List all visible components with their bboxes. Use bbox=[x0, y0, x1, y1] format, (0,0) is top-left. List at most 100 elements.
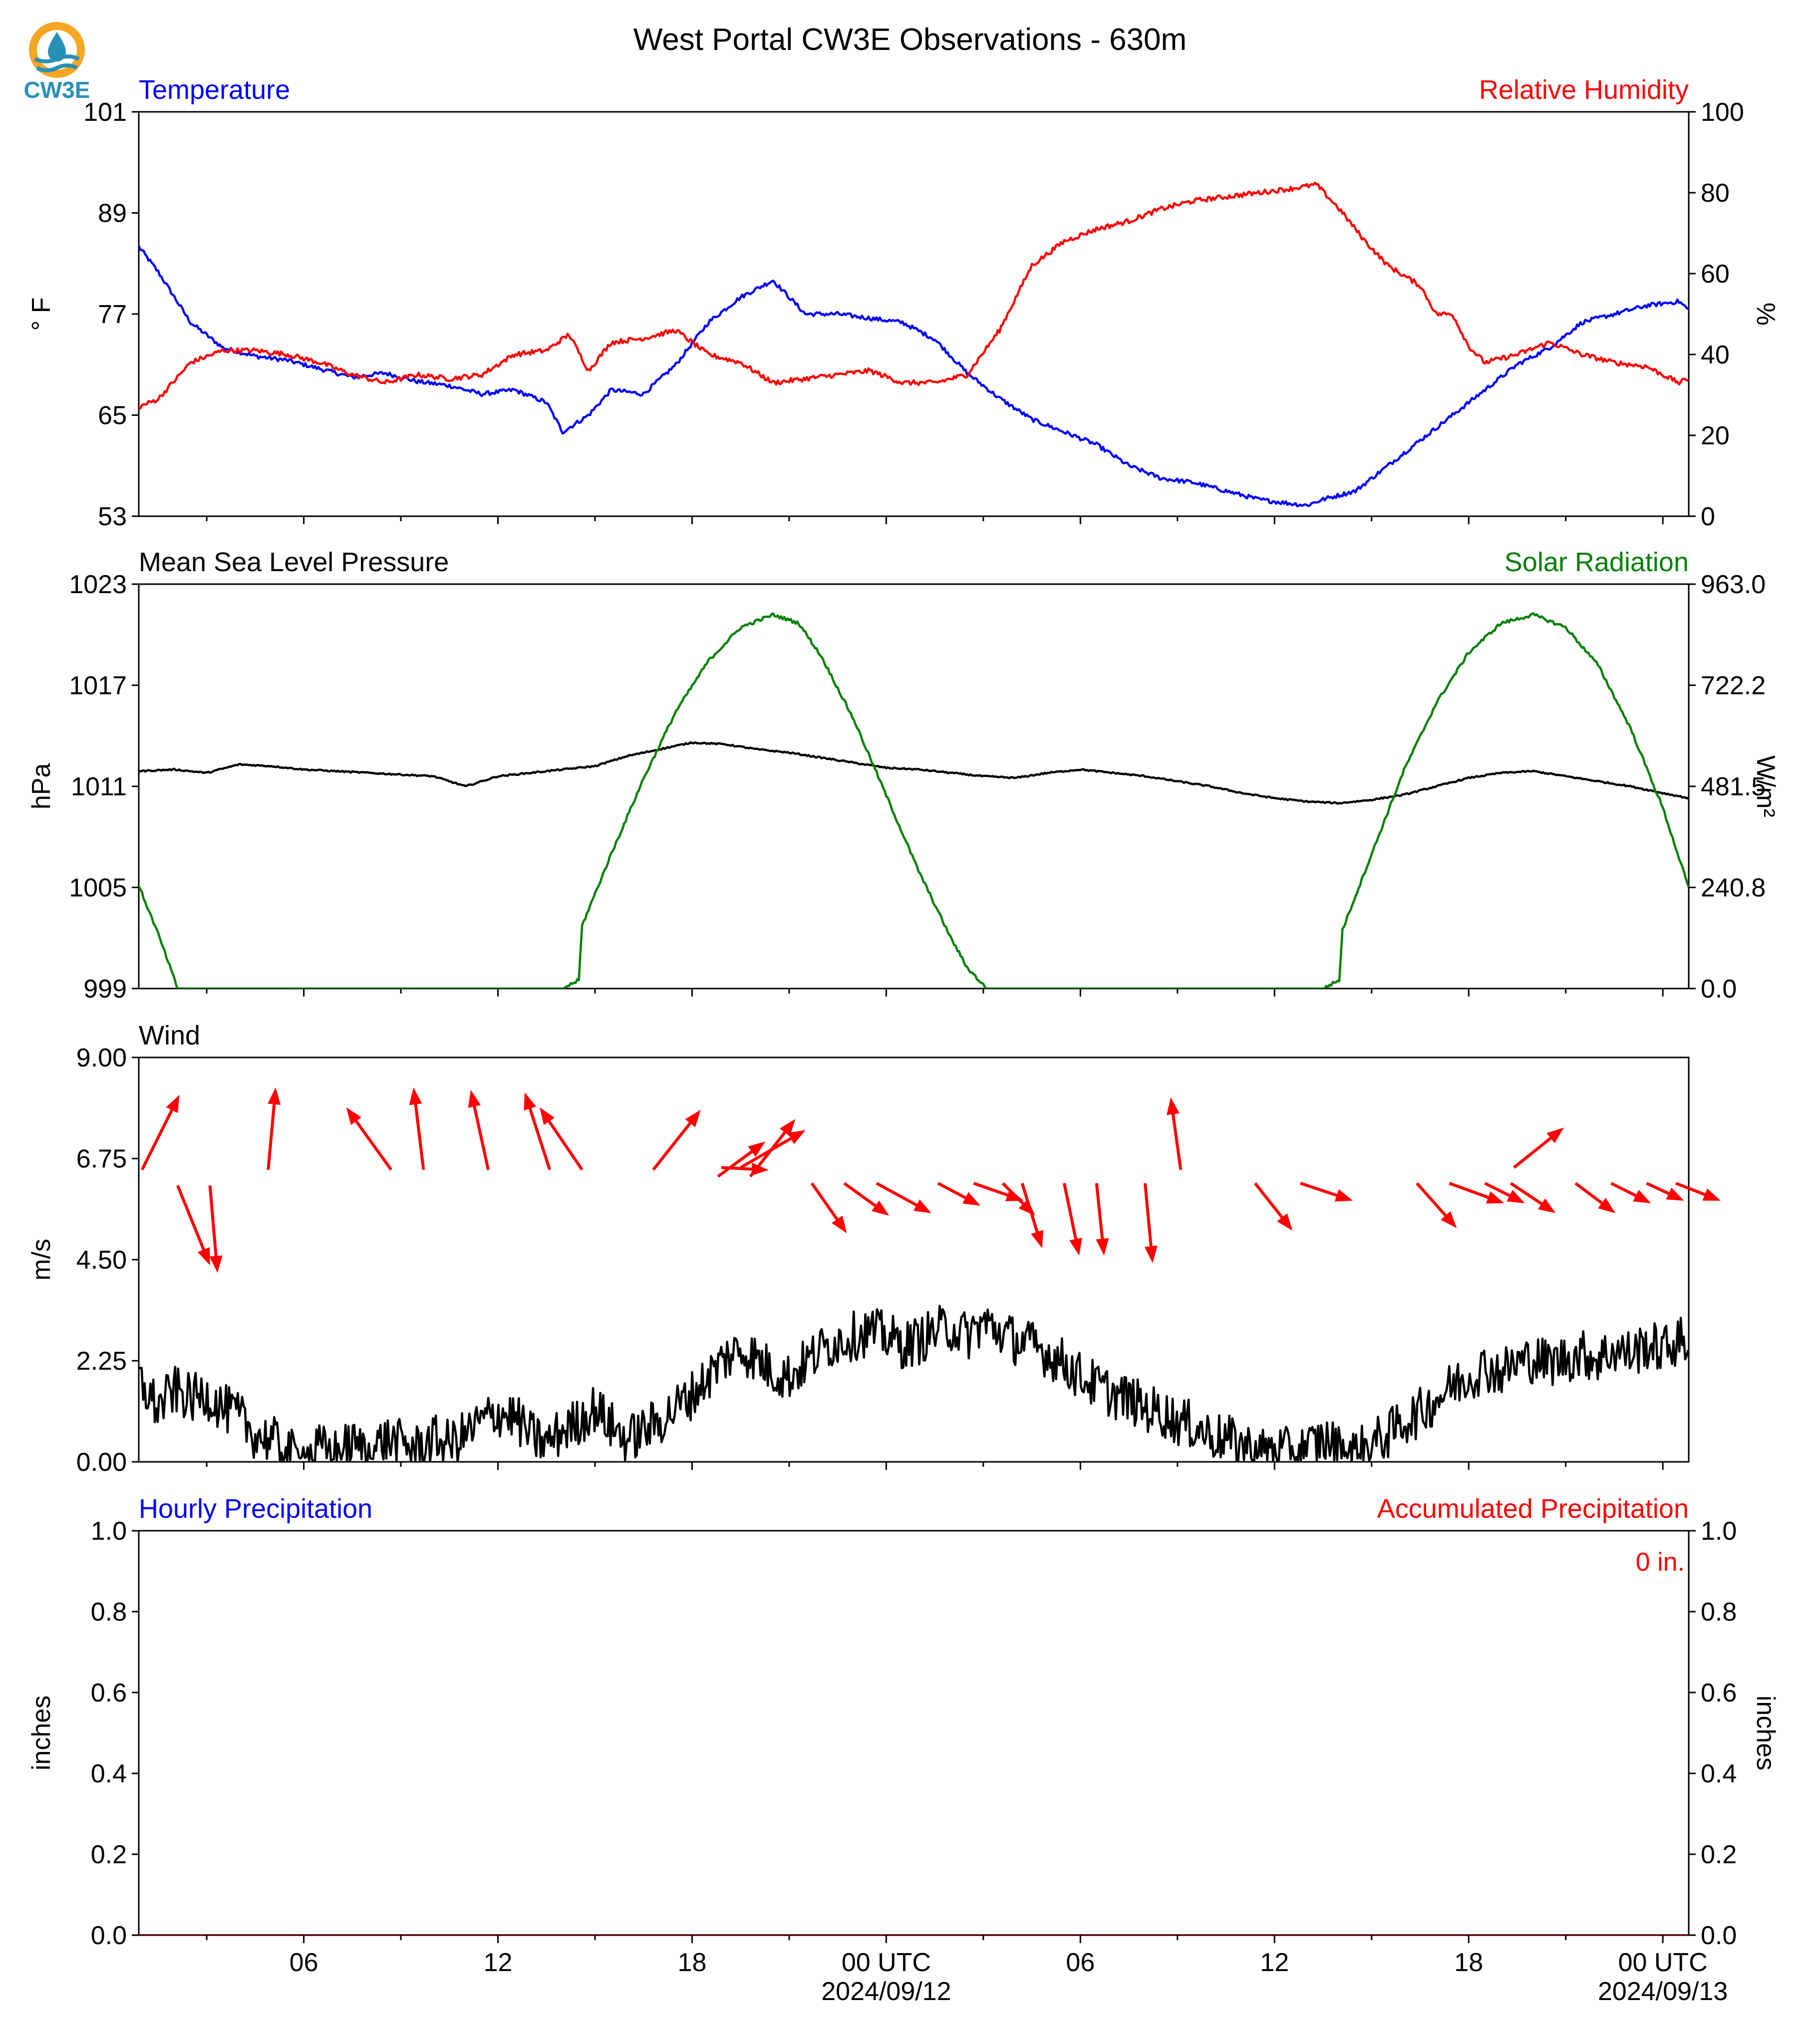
y-tick-label-right: 0.0 bbox=[1701, 1921, 1737, 1950]
y-tick-label-right: 0.4 bbox=[1701, 1759, 1737, 1788]
wind-arrow-head bbox=[1702, 1188, 1721, 1201]
series-line-2 bbox=[139, 181, 1689, 410]
wind-arrow-shaft bbox=[208, 1185, 218, 1256]
plot-frame bbox=[138, 1530, 1690, 1936]
wind-arrow-head bbox=[1277, 1213, 1293, 1231]
y-tick-label: 77 bbox=[98, 300, 127, 329]
wind-arrow-shaft bbox=[973, 1182, 1008, 1197]
wind-arrow bbox=[267, 1087, 281, 1170]
accumulated-total-label: 0 in. bbox=[1636, 1548, 1685, 1577]
wind-arrow bbox=[524, 1092, 552, 1170]
wind-arrow bbox=[140, 1095, 180, 1171]
wind-arrow-shaft bbox=[1095, 1183, 1104, 1239]
x-tick-label: 18 bbox=[678, 1948, 707, 1977]
wind-arrow-shaft bbox=[810, 1182, 839, 1220]
plot-frame bbox=[138, 583, 1690, 990]
wind-arrow bbox=[1646, 1182, 1684, 1201]
wind-arrow bbox=[409, 1087, 425, 1170]
wind-arrow-shaft bbox=[1646, 1182, 1670, 1195]
wind-arrow-shaft bbox=[1513, 1137, 1552, 1169]
y-axis-label-right: W/m² bbox=[1751, 755, 1780, 817]
wind-arrow-shaft bbox=[843, 1182, 877, 1207]
wind-arrow-head bbox=[409, 1087, 422, 1105]
wind-arrow-shaft bbox=[1020, 1183, 1039, 1233]
wind-arrow-shaft bbox=[473, 1106, 490, 1170]
wind-arrow-shaft bbox=[1675, 1182, 1706, 1196]
y-tick-label: 4.50 bbox=[76, 1246, 127, 1275]
y-tick-label: 0.4 bbox=[91, 1759, 127, 1788]
wind-arrow-head bbox=[832, 1215, 847, 1233]
wind-arrow-shaft bbox=[1510, 1182, 1542, 1205]
wind-arrow bbox=[1610, 1182, 1651, 1203]
wind-arrow-head bbox=[1507, 1190, 1525, 1203]
wind-arrow bbox=[1510, 1182, 1556, 1213]
y-axis-label: m/s bbox=[27, 1239, 56, 1281]
y-tick-label: 1011 bbox=[71, 772, 127, 801]
y-tick-label-right: 0.0 bbox=[1701, 975, 1737, 1004]
wind-arrow-head bbox=[1031, 1230, 1044, 1248]
wind-arrow-shaft bbox=[937, 1182, 966, 1199]
wind-arrow-head bbox=[468, 1090, 481, 1108]
x-date-label: 2024/09/13 bbox=[1598, 1977, 1728, 2006]
x-date-label: 2024/09/12 bbox=[821, 1977, 951, 2006]
plot-frame bbox=[138, 111, 1690, 517]
x-tick-label: 18 bbox=[1454, 1948, 1483, 1977]
wind-arrow-shaft bbox=[267, 1104, 276, 1170]
wind-arrow-shaft bbox=[1300, 1182, 1337, 1197]
wind-arrow bbox=[1095, 1183, 1109, 1256]
y-tick-label-right: 80 bbox=[1701, 179, 1730, 208]
wind-arrow bbox=[937, 1182, 981, 1206]
wind-arrow-head bbox=[1069, 1238, 1082, 1256]
wind-arrow bbox=[1300, 1182, 1353, 1202]
wind-arrow-head bbox=[1537, 1198, 1556, 1213]
wind-arrow-shaft bbox=[876, 1182, 917, 1207]
wind-arrow-head bbox=[685, 1110, 701, 1127]
x-tick-label: 00 UTC bbox=[1618, 1948, 1708, 1977]
wind-arrow-shaft bbox=[414, 1104, 425, 1170]
wind-arrow-shaft bbox=[1484, 1182, 1511, 1197]
wind-arrow bbox=[721, 1162, 769, 1176]
wind-arrow-head bbox=[197, 1247, 210, 1266]
x-tick-label: 06 bbox=[290, 1948, 318, 1977]
panel-title-right: Relative Humidity bbox=[1479, 75, 1689, 105]
plot-frame bbox=[138, 1056, 1690, 1463]
wind-arrow-shaft bbox=[1254, 1182, 1283, 1219]
logo-drop-icon bbox=[48, 32, 66, 62]
wind-arrow-head bbox=[1546, 1127, 1564, 1143]
wind-arrow-head bbox=[1167, 1097, 1180, 1115]
wind-arrow-head bbox=[524, 1092, 537, 1111]
y-tick-label-right: 60 bbox=[1701, 260, 1730, 289]
wind-arrow-head bbox=[748, 1141, 766, 1157]
wind-arrow bbox=[1675, 1182, 1721, 1201]
wind-arrow-head bbox=[1666, 1187, 1684, 1201]
wind-arrow-head bbox=[962, 1192, 981, 1206]
wind-arrow bbox=[176, 1185, 210, 1266]
y-tick-label-right: 100 bbox=[1701, 98, 1744, 127]
wind-arrow bbox=[810, 1182, 847, 1233]
y-tick-label: 2.25 bbox=[76, 1347, 127, 1376]
wind-arrow-head bbox=[1144, 1245, 1158, 1263]
y-tick-label: 0.00 bbox=[76, 1448, 127, 1477]
wind-arrow-head bbox=[268, 1087, 281, 1105]
wind-arrow bbox=[1020, 1183, 1044, 1248]
y-tick-label: 999 bbox=[83, 975, 127, 1004]
y-tick-label: 101 bbox=[83, 98, 127, 127]
panel-title-left: Hourly Precipitation bbox=[139, 1494, 372, 1524]
wind-arrow-head bbox=[1441, 1211, 1457, 1228]
wind-arrow-head bbox=[1486, 1191, 1505, 1204]
y-axis-label-right: inches bbox=[1751, 1695, 1780, 1770]
wind-arrow-head bbox=[751, 1162, 769, 1176]
wind-arrow bbox=[468, 1090, 490, 1170]
series-line-1 bbox=[139, 741, 1689, 805]
y-tick-label: 1017 bbox=[69, 672, 127, 700]
wind-arrow-shaft bbox=[1610, 1182, 1637, 1197]
wind-arrow bbox=[876, 1182, 931, 1213]
panels: Temperature Relative Humidity 101 89 77 65 53 1… bbox=[27, 75, 1780, 2006]
wind-arrow-head bbox=[1598, 1198, 1616, 1213]
wind-arrow-head bbox=[346, 1107, 362, 1125]
y-tick-label-right: 481.5 bbox=[1701, 772, 1766, 801]
wind-arrow bbox=[1416, 1182, 1457, 1228]
panel-3: Wind 9.00 6.75 4.50 2.25 0.00 m/s bbox=[27, 1020, 1721, 1477]
